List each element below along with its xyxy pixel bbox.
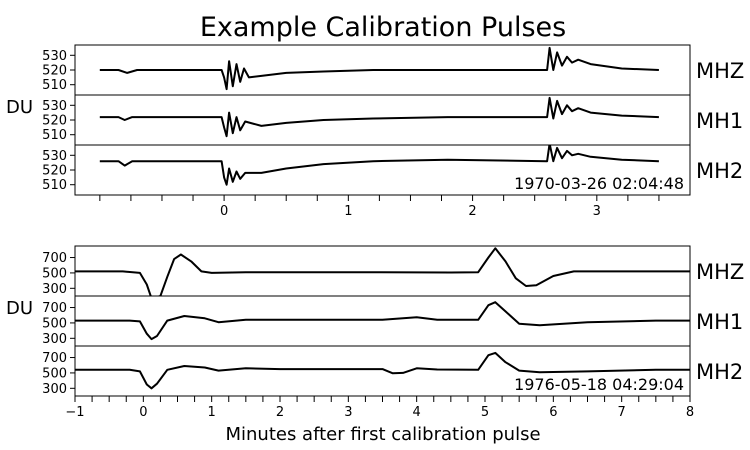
channel-label-mh2: MH2 <box>696 360 743 384</box>
y-tick-label: 530 <box>42 99 67 114</box>
y-tick-label: 530 <box>42 149 67 164</box>
y-tick-label: 300 <box>42 382 67 397</box>
series-line-mh1 <box>99 96 659 138</box>
x-tick-label: 7 <box>618 405 626 420</box>
y-tick-label: 300 <box>42 282 67 297</box>
channel-label-mh1: MH1 <box>696 109 743 133</box>
timestamp-annotation: 1970-03-26 02:04:48 <box>514 174 684 193</box>
channel-label-mh2: MH2 <box>696 159 743 183</box>
y-tick-label: 520 <box>42 164 67 179</box>
y-tick-label: 510 <box>42 128 67 143</box>
x-tick-label: 3 <box>593 204 601 219</box>
x-tick-label: 0 <box>139 405 147 420</box>
channel-label-mhz: MHZ <box>696 260 744 284</box>
y-tick-label: 520 <box>42 114 67 129</box>
x-tick-label: 0 <box>220 204 228 219</box>
series-line-mhz <box>99 46 659 91</box>
x-tick-label: 5 <box>481 405 489 420</box>
x-tick-label: 2 <box>468 204 476 219</box>
x-tick-label: −1 <box>65 405 84 420</box>
channel-label-mh1: MH1 <box>696 310 743 334</box>
x-tick-label: 1 <box>344 204 352 219</box>
x-axis-label: Minutes after first calibration pulse <box>225 424 540 445</box>
y-tick-label: 510 <box>42 178 67 193</box>
y-tick-label: 300 <box>42 332 67 347</box>
y-axis-label: DU <box>6 97 33 118</box>
series-line-mhz <box>75 247 690 296</box>
x-tick-label: 1 <box>208 405 216 420</box>
x-tick-label: 8 <box>686 405 694 420</box>
x-tick-label: 4 <box>413 405 421 420</box>
y-tick-label: 530 <box>42 49 67 64</box>
panel-frame-0-mh1 <box>74 94 691 146</box>
y-axis-label: DU <box>6 298 33 319</box>
timestamp-annotation: 1976-05-18 04:29:04 <box>514 375 684 394</box>
y-tick-label: 520 <box>42 64 67 79</box>
series-line-mh1 <box>75 301 690 341</box>
y-tick-label: 500 <box>42 366 67 381</box>
y-tick-label: 700 <box>42 251 67 266</box>
channel-label-mhz: MHZ <box>696 59 744 83</box>
series-line-mh2 <box>99 145 659 186</box>
y-tick-label: 700 <box>42 351 67 366</box>
series-line-mh2 <box>75 351 690 390</box>
y-tick-label: 500 <box>42 316 67 331</box>
x-tick-label: 6 <box>549 405 557 420</box>
y-tick-label: 510 <box>42 78 67 93</box>
figure-title: Example Calibration Pulses <box>200 12 566 43</box>
x-tick-label: 2 <box>276 405 284 420</box>
x-tick-label: 3 <box>344 405 352 420</box>
y-tick-label: 700 <box>42 301 67 316</box>
y-tick-label: 500 <box>42 266 67 281</box>
plot-area: 510520530MHZ510520530MH1510520530MH2DU19… <box>6 44 744 420</box>
